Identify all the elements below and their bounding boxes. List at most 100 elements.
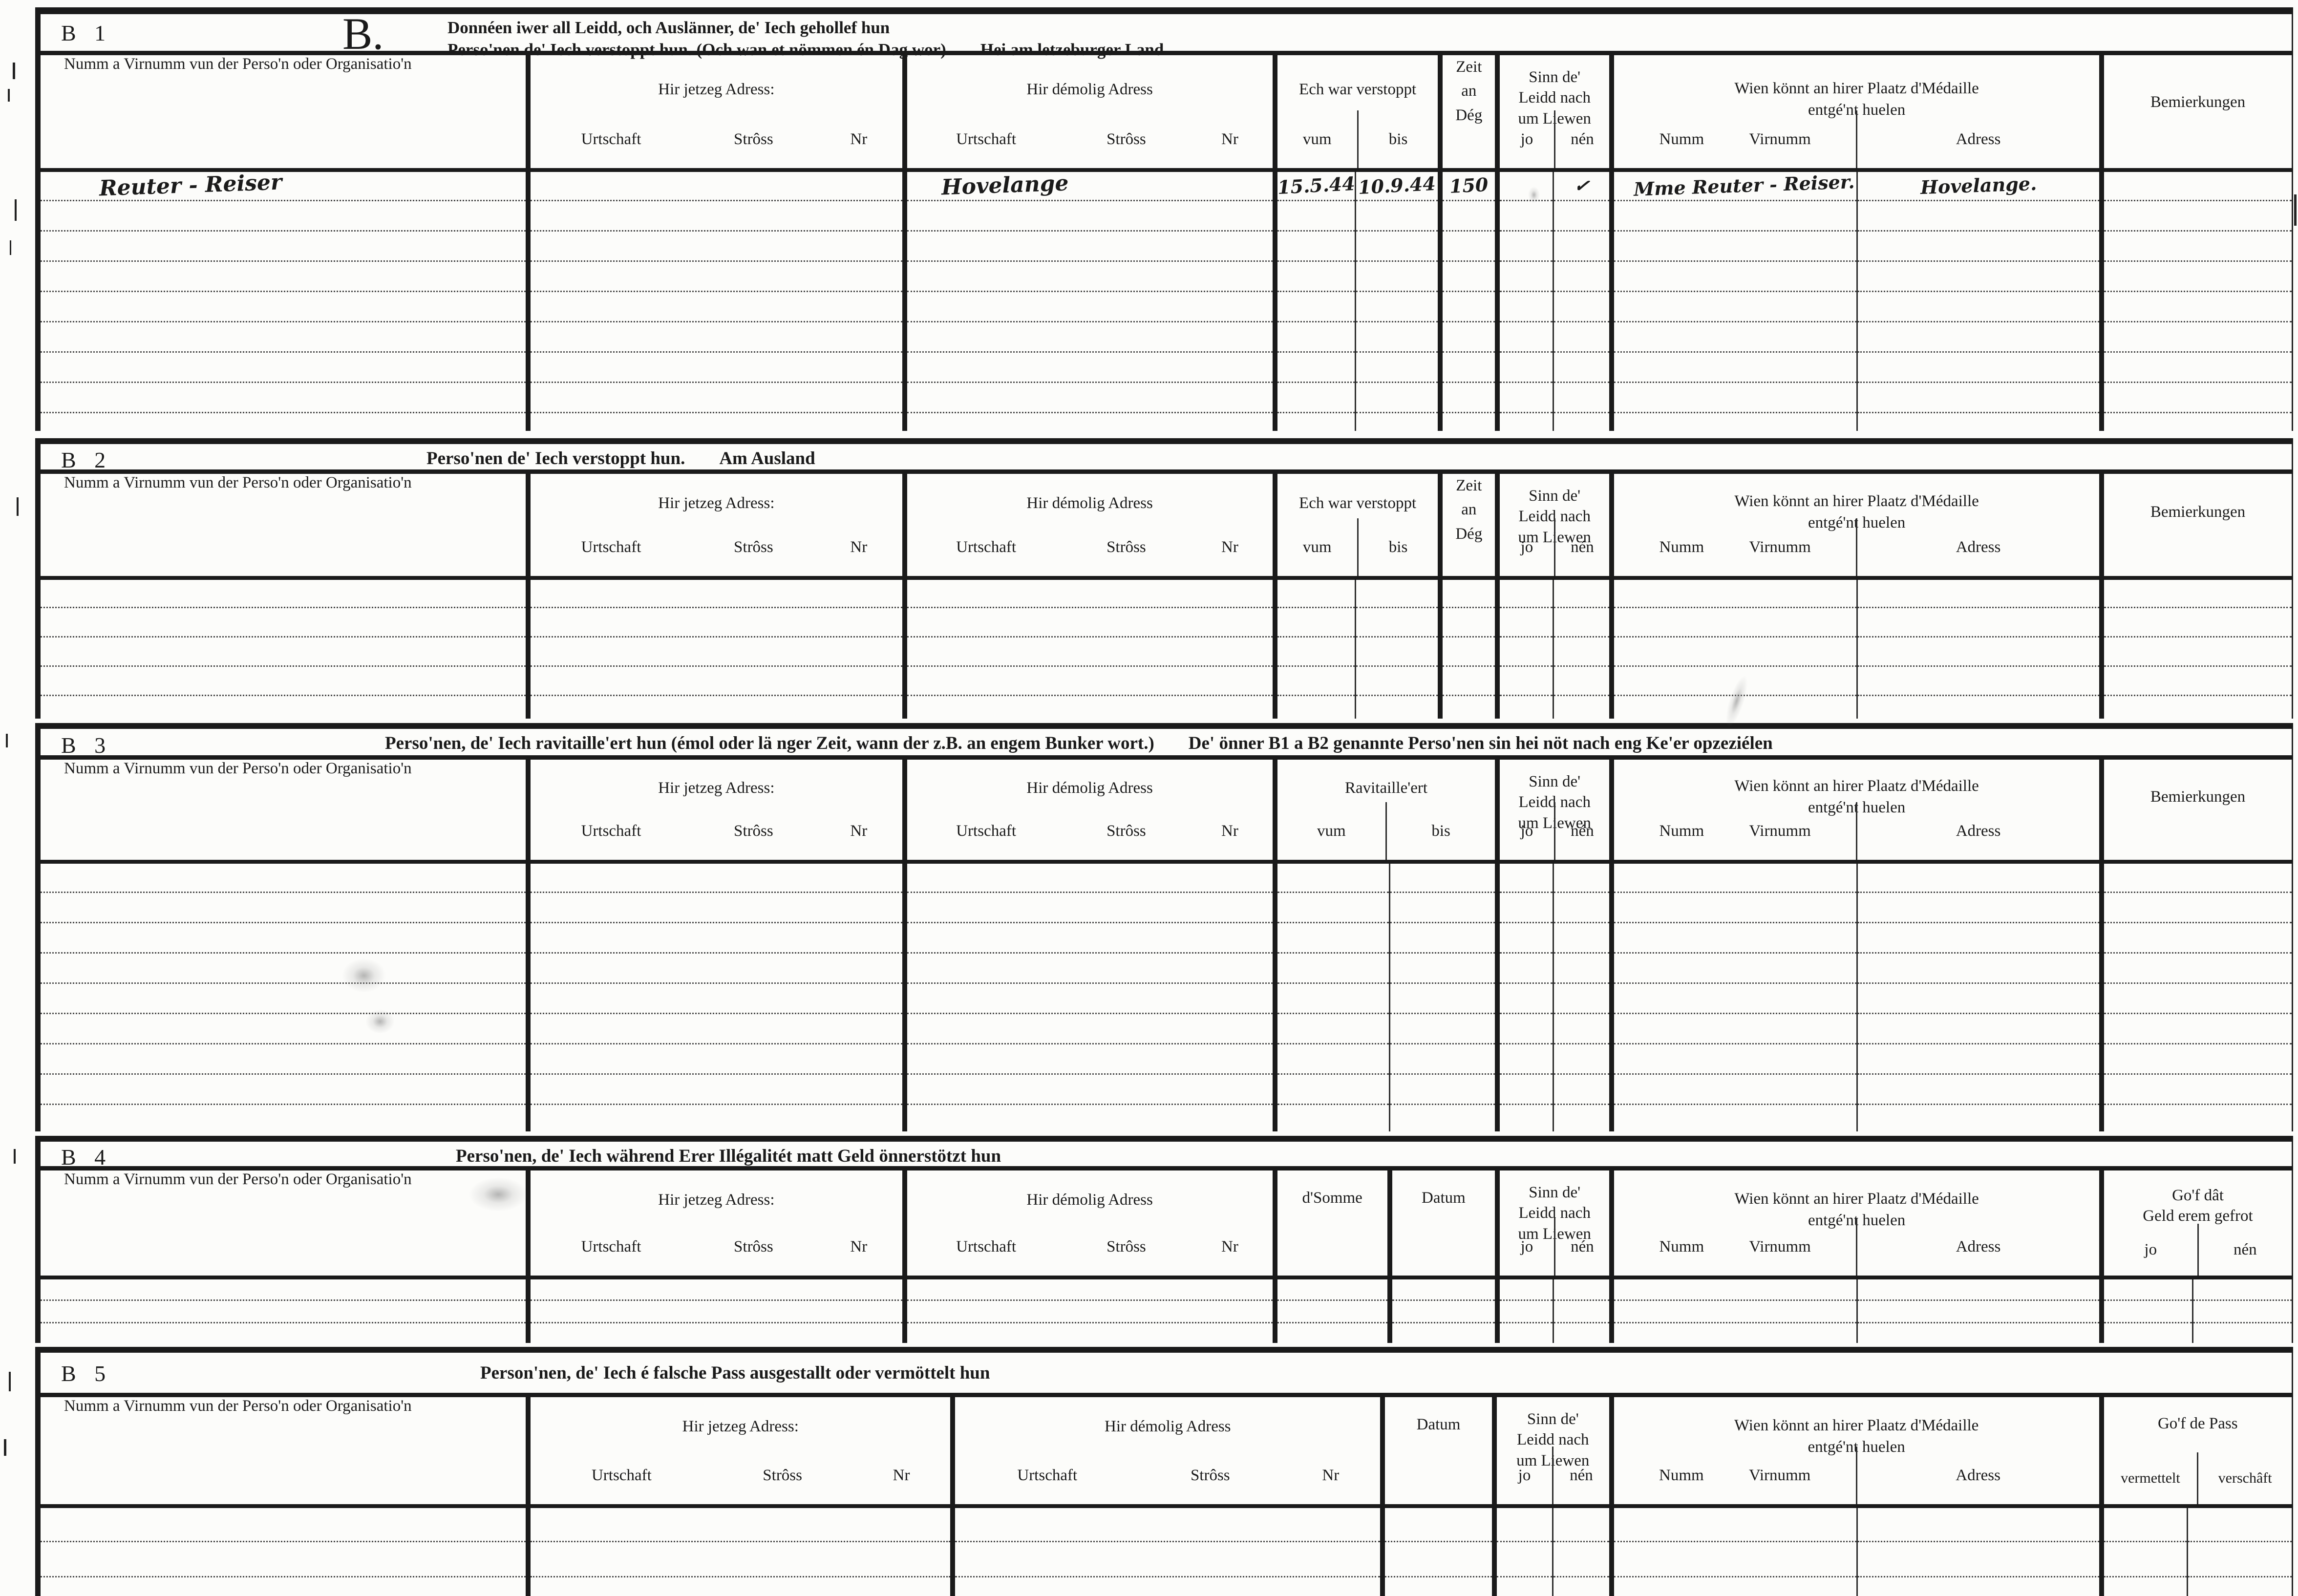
cell <box>902 983 1275 1014</box>
cell <box>1495 862 1553 893</box>
cell <box>38 1074 529 1105</box>
cell <box>1495 1013 1553 1044</box>
cell <box>1495 382 1553 413</box>
cell <box>1438 412 1498 431</box>
section-b2: B 2 Perso'nen de' Iech verstoppt hun. Am … <box>35 438 2293 719</box>
header-money-asked-back: Go'f dât Geld erem gefrot jo nén <box>2099 1168 2293 1279</box>
header-former-address: Hir démolig Adress Urtschaft Strôss Nr <box>902 471 1275 580</box>
cell <box>1495 637 1553 667</box>
cell <box>1856 862 2102 893</box>
handwritten-nen-check: ✓ <box>1552 170 1612 201</box>
cell <box>1495 321 1553 353</box>
table-row: Reuter - Reiser Hovelange 15.5.44 10.9.4… <box>38 170 2293 201</box>
cell <box>2099 953 2293 984</box>
header-medal-recipient: Wien könnt an hirer Plaatz d'Médaille ent… <box>1609 1395 2102 1508</box>
cell <box>1609 1576 1857 1596</box>
cell <box>526 1506 953 1542</box>
table-row <box>38 1074 2293 1105</box>
b5-title: Person'nen, de' Iech é falsche Pass ausg… <box>480 1363 990 1383</box>
header-name-org: Numm a Virnumm vun der Perso'n oder Orga… <box>38 53 529 172</box>
cell <box>1856 666 2102 696</box>
cell <box>526 666 905 696</box>
cell <box>1272 1322 1390 1343</box>
cell <box>902 922 1275 954</box>
cell <box>526 231 905 262</box>
cell <box>1272 892 1390 923</box>
cell <box>38 862 529 893</box>
cell <box>526 1013 905 1044</box>
b2-subtitle: Am Ausland <box>719 448 815 468</box>
cell <box>1609 1043 1857 1075</box>
cell <box>38 261 529 292</box>
cell <box>902 578 1275 608</box>
table-row <box>38 922 2293 954</box>
cell <box>526 1322 905 1343</box>
cell <box>1609 321 1857 353</box>
cell <box>2186 1541 2293 1577</box>
cell <box>1389 892 1498 923</box>
cell <box>38 922 529 954</box>
cell <box>1495 983 1553 1014</box>
cell <box>1354 412 1441 431</box>
cell <box>1495 200 1553 232</box>
cell <box>1272 261 1356 292</box>
section-id-b1: B 1 <box>61 21 106 45</box>
cell <box>2099 321 2293 353</box>
cell <box>1552 1013 1612 1044</box>
intro-line1: Donnéen iwer all Leidd, och Auslänner, d… <box>447 18 890 37</box>
cell <box>38 666 529 696</box>
table-row: Numm a Virnumm vun der Perso'n oder Orga… <box>38 1395 2293 1508</box>
cell <box>902 1013 1275 1044</box>
scan-artifact <box>17 497 19 516</box>
cell <box>1495 1043 1553 1075</box>
cell <box>1354 637 1441 667</box>
cell <box>1856 261 2102 292</box>
cell <box>38 953 529 984</box>
table-row <box>38 321 2293 353</box>
scan-artifact <box>4 1439 6 1456</box>
cell <box>1272 695 1356 719</box>
cell <box>1272 607 1356 638</box>
header-medal-recipient: Wien könnt an hirer Plaatz d'Médaille ent… <box>1609 53 2102 172</box>
cell <box>526 1576 953 1596</box>
cell <box>1552 666 1612 696</box>
cell <box>2099 922 2293 954</box>
table-row <box>38 695 2293 719</box>
scan-artifact <box>9 1372 11 1391</box>
cell <box>1495 1074 1553 1105</box>
cell <box>1552 983 1612 1014</box>
cell <box>526 892 905 923</box>
cell <box>950 1576 1383 1596</box>
cell <box>2099 1541 2188 1577</box>
cell <box>526 1300 905 1323</box>
cell <box>1491 1576 1553 1596</box>
cell <box>2099 1300 2192 1323</box>
cell <box>1856 382 2102 413</box>
cell <box>1552 1300 1612 1323</box>
cell <box>1552 200 1612 232</box>
cell <box>526 291 905 322</box>
table-row <box>38 1541 2293 1577</box>
cell <box>1438 666 1498 696</box>
header-still-alive: Sinn de' Leidd nach um Liewen jo nén <box>1495 757 1612 864</box>
cell <box>1389 862 1498 893</box>
table-row <box>38 1322 2293 1343</box>
header-name-org: Numm a Virnumm vun der Perso'n oder Orga… <box>38 757 529 864</box>
header-medal-recipient: Wien könnt an hirer Plaatz d'Médaille ent… <box>1609 1168 2102 1279</box>
cell <box>2192 1322 2293 1343</box>
cell <box>38 382 529 413</box>
cell <box>38 1506 529 1542</box>
b4-title-band: B 4 Perso'nen, de' Iech während Erer Ill… <box>38 1139 2293 1170</box>
cell <box>1438 231 1498 262</box>
cell <box>902 291 1275 322</box>
cell <box>2099 170 2293 201</box>
cell <box>1609 1074 1857 1105</box>
cell <box>1387 1277 1498 1301</box>
cell <box>38 1277 529 1301</box>
cell <box>1856 321 2102 353</box>
cell <box>526 637 905 667</box>
table-row <box>38 352 2293 383</box>
table-row: B 3 Perso'nen, de' Iech ravitaille'ert h… <box>38 726 2293 760</box>
b1-title-band: B 1 B. Donnéen iwer all Leidd, och Auslä… <box>38 11 2293 59</box>
cell <box>1389 983 1498 1014</box>
